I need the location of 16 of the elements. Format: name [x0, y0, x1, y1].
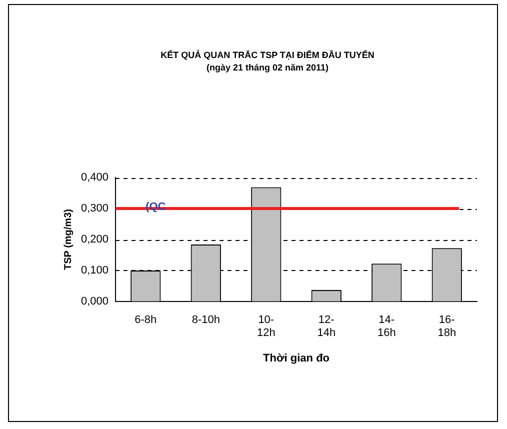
- x-tick-label: 6-8h: [134, 314, 157, 326]
- y-tick-label: 0,200: [80, 234, 109, 246]
- y-tick-label: 0,000: [80, 295, 109, 308]
- x-tick-label: 16-18h: [438, 314, 456, 340]
- x-tick-label: 10-12h: [256, 314, 276, 340]
- x-tick-label: 14-16h: [377, 314, 396, 340]
- chart-title: KẾT QUẢ QUAN TRẮC TSP TẠI ĐIỂM ĐẦU TUYẾN: [160, 48, 374, 60]
- chart-subtitle: (ngày 21 tháng 02 năm 2011): [206, 62, 329, 73]
- x-tick-label: 8-10h: [192, 314, 220, 326]
- y-tick-label: 0,400: [80, 172, 109, 184]
- y-tick-label: 0,300: [80, 202, 109, 215]
- y-axis-title: TSP (mg/m3): [62, 209, 74, 270]
- y-tick-label: 0,100: [80, 264, 109, 276]
- x-tick-label: 12-14h: [317, 314, 336, 340]
- x-axis-title: Thời gian đo: [263, 352, 330, 364]
- ref-line-label: (QC: [146, 201, 166, 214]
